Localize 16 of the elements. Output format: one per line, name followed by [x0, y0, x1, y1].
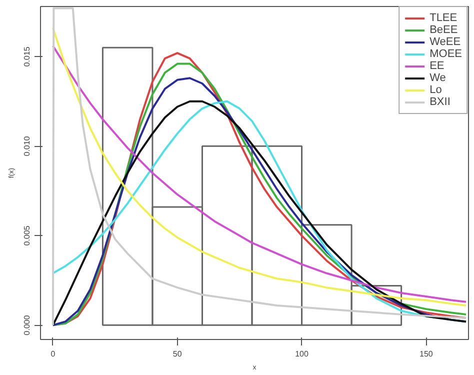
legend-label: WeEE [430, 36, 461, 48]
y-tick-label: 0.005 [22, 225, 32, 246]
x-tick-label: 50 [172, 350, 182, 358]
y-tick-label: 0.015 [22, 46, 32, 67]
x-tick-label: 100 [295, 350, 310, 358]
legend-label: BeEE [430, 24, 458, 36]
legend-label: Lo [430, 84, 443, 96]
y-tick-label: 0.000 [22, 314, 32, 336]
x-tick-label: 150 [420, 350, 434, 358]
legend-label: BXII [430, 96, 450, 108]
legend-label: TLEE [430, 12, 458, 24]
legend-label: MOEE [430, 48, 462, 60]
y-tick-label: 0.010 [22, 136, 32, 156]
x-tick-label: 0 [50, 350, 56, 358]
legend-label: We [430, 72, 447, 84]
legend-label: EE [430, 60, 446, 72]
